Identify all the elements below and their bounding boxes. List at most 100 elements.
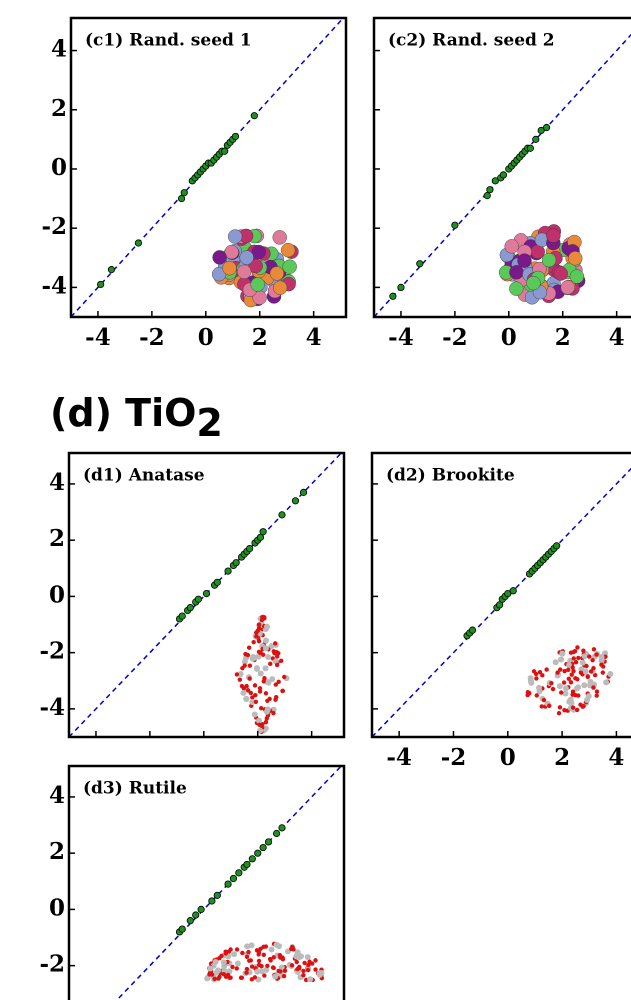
structure-atom — [246, 950, 250, 954]
structure-atom — [230, 965, 234, 969]
data-point — [232, 133, 238, 139]
data-point — [260, 529, 266, 535]
data-point — [487, 187, 493, 193]
structure-atom — [571, 650, 575, 654]
structure-atom — [254, 969, 260, 975]
data-point — [236, 870, 242, 876]
structure-atom — [262, 665, 268, 671]
structure-atom — [559, 651, 565, 657]
structure-atom — [221, 959, 227, 965]
structure-atom — [237, 265, 251, 279]
data-point — [469, 627, 475, 633]
data-point — [193, 912, 199, 918]
structure-atom — [224, 951, 228, 955]
structure-atom — [594, 652, 598, 656]
structure-atom — [262, 973, 266, 977]
structure-atom — [228, 230, 242, 244]
data-point — [198, 906, 204, 912]
structure-atom — [295, 967, 299, 971]
structure-atom — [567, 677, 571, 681]
structure-atom — [562, 680, 566, 684]
plot-area — [374, 18, 631, 317]
structure-atom — [258, 671, 264, 677]
structure-atom — [235, 966, 239, 970]
structure-atom — [563, 685, 569, 691]
structure-atom — [558, 657, 564, 663]
structure-atom — [591, 685, 595, 689]
structure-atom — [571, 690, 575, 694]
structure-atom — [261, 945, 265, 949]
structure-atom — [235, 672, 239, 676]
structure-atom — [251, 640, 255, 644]
data-point — [279, 825, 285, 831]
structure-atom — [267, 697, 271, 701]
structure-atom — [258, 651, 262, 655]
structure-atom — [317, 971, 323, 977]
structure-atom — [273, 281, 287, 295]
structure-atom — [256, 952, 260, 956]
data-point — [255, 850, 261, 856]
structure-atom — [235, 960, 241, 966]
data-point — [484, 192, 490, 198]
structure-atom — [259, 964, 263, 968]
structure-atom — [587, 654, 591, 658]
structure-atom — [212, 977, 216, 981]
structure-atom — [505, 239, 519, 253]
figure: (d) TiO2 -4-2024-4-2024(c1) Rand. seed 1… — [0, 0, 631, 1000]
structure-atom — [282, 675, 286, 679]
structure-atom — [272, 649, 276, 653]
structure-atom — [279, 659, 283, 663]
diagonal — [69, 766, 341, 1000]
data-point — [233, 559, 239, 565]
structure-atom — [273, 698, 277, 702]
structure-atom — [213, 250, 227, 264]
x-tick-label: -4 — [85, 324, 111, 351]
data-point — [417, 261, 423, 267]
structure-atom — [264, 691, 268, 695]
structure-atom — [313, 967, 317, 971]
structure-atom — [268, 662, 272, 666]
structure-atom — [575, 645, 579, 649]
data-point — [452, 222, 458, 228]
structure-atom — [562, 708, 566, 712]
data-point — [221, 148, 227, 154]
structure-atom — [595, 689, 599, 693]
structure-atom — [239, 976, 243, 980]
structure-atom — [301, 969, 305, 973]
structure-atom — [269, 947, 275, 953]
plot-frame — [69, 766, 344, 1000]
plot-area — [71, 18, 343, 317]
structure-atom — [243, 663, 247, 667]
panel-title: (c2) Rand. seed 2 — [388, 31, 555, 51]
structure-atom — [570, 665, 574, 669]
structure-atom — [590, 658, 594, 662]
structure-atom — [262, 679, 266, 683]
structure-atom — [581, 682, 587, 688]
structure-atom — [264, 720, 268, 724]
structure-atom — [271, 965, 275, 969]
structure-atom — [244, 971, 248, 975]
section-heading: (d) TiO2 — [50, 391, 223, 445]
structure-atom — [298, 953, 304, 959]
data-point — [246, 545, 252, 551]
structure-atom — [576, 693, 580, 697]
structure-atom — [264, 624, 270, 630]
structure-atom — [252, 712, 258, 718]
panel-title: (d3) Rutile — [83, 779, 187, 799]
structure-atom — [275, 663, 279, 667]
x-tick-label: 0 — [198, 324, 214, 351]
structure-atom — [249, 691, 253, 695]
structure-atom — [558, 705, 562, 709]
structure-atom — [265, 654, 271, 660]
structure-atom — [575, 708, 579, 712]
structure-atom — [557, 683, 563, 689]
data-point — [209, 898, 215, 904]
data-point — [179, 613, 185, 619]
structure-atom — [278, 969, 282, 973]
data-point — [225, 881, 231, 887]
structure-atom — [244, 943, 250, 949]
structure-atom — [273, 641, 277, 645]
data-point — [398, 284, 404, 290]
structure-atom — [240, 251, 254, 265]
structure-atom — [509, 282, 523, 296]
